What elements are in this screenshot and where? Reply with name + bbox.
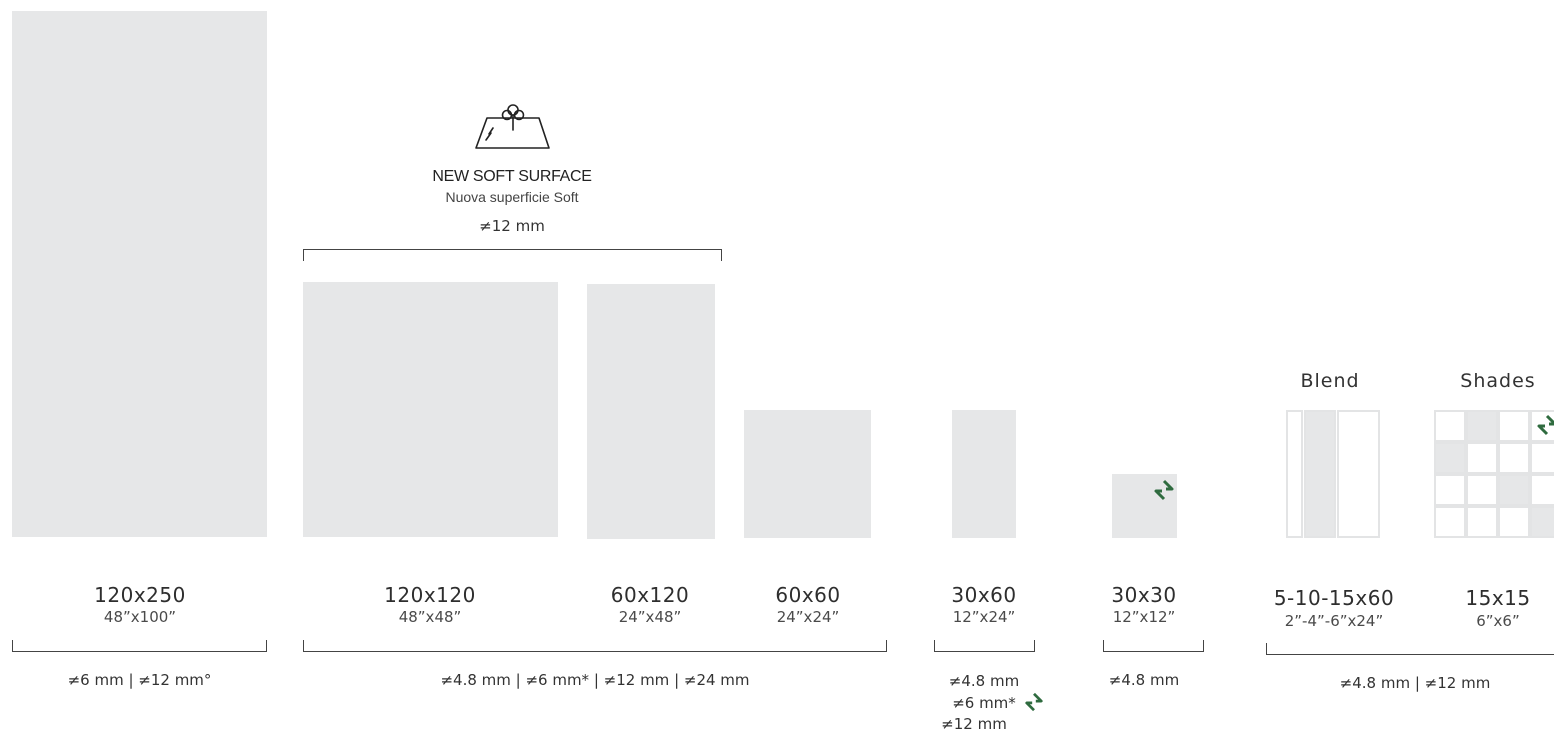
soft-surface-subtitle: Nuova superficie Soft (445, 189, 579, 205)
inches-120x120: 48”x48” (398, 608, 462, 626)
thickness-group-5: ≠4.8 mm | ≠12 mm (1339, 674, 1491, 692)
size-30x60: 30x60 (951, 583, 1017, 607)
eco-leaf-icon (1025, 692, 1043, 712)
eco-leaf-icon (1537, 414, 1554, 436)
tile-60x60 (744, 410, 871, 538)
bracket-group-5 (1266, 643, 1554, 655)
thickness-group-3-line-1: ≠4.8 mm (948, 672, 1020, 690)
soft-surface-thickness: ≠12 mm (479, 217, 545, 235)
tile-120x250 (12, 11, 267, 537)
thickness-group-1: ≠6 mm | ≠12 mm° (67, 671, 212, 689)
bracket-group-2 (303, 640, 887, 652)
inches-120x250: 48”x100” (103, 608, 177, 626)
soft-surface-bracket (303, 249, 722, 261)
inches-shades: 6”x6” (1476, 612, 1520, 630)
size-120x120: 120x120 (384, 583, 476, 607)
blend-label: Blend (1300, 370, 1360, 392)
size-60x120: 60x120 (610, 583, 690, 607)
size-30x30: 30x30 (1111, 583, 1177, 607)
inches-60x60: 24”x24” (776, 608, 840, 626)
eco-leaf-icon (1154, 479, 1174, 501)
tile-120x120 (303, 282, 558, 537)
shades-label: Shades (1460, 370, 1536, 392)
inches-30x60: 12”x24” (952, 608, 1016, 626)
thickness-group-4: ≠4.8 mm (1108, 671, 1180, 689)
blend-pattern (1286, 410, 1380, 538)
size-blend: 5-10-15x60 (1273, 586, 1395, 610)
bracket-group-1 (12, 640, 267, 652)
shades-pattern (1434, 410, 1554, 538)
size-shades: 15x15 (1465, 586, 1531, 610)
soft-surface-title: NEW SOFT SURFACE (432, 168, 592, 185)
thickness-group-3-line-2: ≠6 mm* (952, 694, 1016, 712)
thickness-group-2: ≠4.8 mm | ≠6 mm* | ≠12 mm | ≠24 mm (440, 671, 750, 689)
inches-blend: 2”-4”-6”x24” (1284, 612, 1384, 630)
inches-60x120: 24”x48” (618, 608, 682, 626)
inches-30x30: 12”x12” (1112, 608, 1176, 626)
tile-30x60 (952, 410, 1016, 538)
size-60x60: 60x60 (775, 583, 841, 607)
bracket-group-4 (1103, 640, 1204, 652)
tile-60x120 (587, 284, 715, 539)
bracket-group-3 (934, 640, 1035, 652)
size-120x250: 120x250 (94, 583, 186, 607)
thickness-group-3-line-3: ≠12 mm (941, 715, 1007, 733)
soft-surface-icon (475, 104, 550, 149)
